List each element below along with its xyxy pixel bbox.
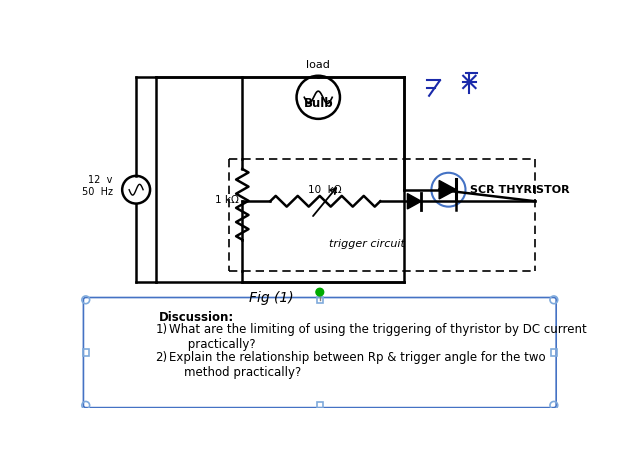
Text: Bulb: Bulb bbox=[303, 97, 333, 110]
Text: 1 kΩ: 1 kΩ bbox=[215, 196, 238, 206]
Polygon shape bbox=[439, 180, 456, 199]
Text: 1): 1) bbox=[155, 323, 168, 336]
Bar bbox=[317, 297, 323, 303]
Text: What are the limiting of using the triggering of thyristor by DC current
     pr: What are the limiting of using the trigg… bbox=[168, 323, 587, 351]
Text: Fig (1): Fig (1) bbox=[250, 290, 294, 305]
Circle shape bbox=[316, 288, 324, 296]
Text: SCR THYRISTOR: SCR THYRISTOR bbox=[470, 185, 570, 195]
Bar bbox=[551, 349, 557, 356]
Text: 10  kΩ: 10 kΩ bbox=[308, 185, 342, 195]
Bar bbox=[82, 349, 89, 356]
Text: 12  v
50  Hz: 12 v 50 Hz bbox=[82, 175, 113, 196]
Text: 2): 2) bbox=[155, 351, 168, 365]
Bar bbox=[317, 402, 323, 409]
Text: trigger circuit: trigger circuit bbox=[329, 239, 404, 249]
Text: load: load bbox=[306, 60, 330, 70]
Text: Explain the relationship between Rp & trigger angle for the two
    method pract: Explain the relationship between Rp & tr… bbox=[168, 351, 545, 379]
Text: Discussion:: Discussion: bbox=[159, 311, 235, 324]
Polygon shape bbox=[407, 194, 421, 209]
